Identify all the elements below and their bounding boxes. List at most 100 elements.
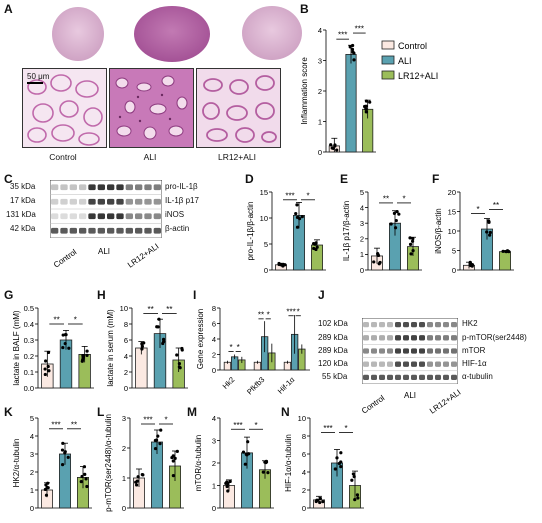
y-axis-label-i: Gene expression (196, 309, 205, 369)
y-axis-label-f: iNOS/β-actin (434, 208, 443, 254)
data-point-n (355, 493, 360, 497)
y-tick-label-n: 4 (302, 468, 306, 477)
blot-c-group-ali: ALI (98, 247, 110, 256)
data-point-l (153, 438, 157, 443)
y-tick-label-l: 3 (122, 414, 126, 423)
data-point-l (159, 428, 163, 432)
blot-band (97, 213, 105, 220)
data-point-k (85, 484, 89, 489)
blot-band (116, 198, 124, 205)
significance-label-i: *** (286, 307, 295, 316)
blot-j-band-3: mTOR (462, 346, 486, 355)
data-point-m (243, 462, 247, 466)
y-tick-label-g: 0.1 (24, 368, 34, 377)
data-point-l (173, 456, 177, 460)
blot-band (116, 227, 124, 234)
significance-label-k: *** (51, 420, 60, 429)
blot-band (144, 227, 152, 234)
data-point-k (63, 450, 67, 454)
blot-c-band-4: β-actin (165, 224, 190, 233)
data-point-k (66, 455, 70, 459)
data-point-h (155, 325, 159, 329)
y-tick-label-i: 4 (212, 335, 216, 344)
data-point-d (279, 263, 283, 267)
data-point-m (228, 479, 232, 484)
data-point-m (241, 450, 246, 454)
blot-c-image (50, 180, 162, 238)
blot-band (135, 213, 143, 220)
data-point-e (411, 249, 415, 253)
data-point-g (63, 341, 67, 346)
data-point-m (263, 460, 267, 464)
y-axis-label-m: mTOR/α-tubulin (194, 435, 203, 492)
blot-c-group-labels: Control ALI LR12+ALI (52, 242, 160, 270)
data-point-l (171, 473, 175, 478)
blot-band (51, 227, 59, 234)
data-point-g (85, 353, 89, 357)
blot-band (69, 184, 77, 191)
y-tick-label-f: 15 (448, 207, 456, 216)
y-tick-label-m: 3 (212, 436, 216, 445)
histology-label-lr12-ali: LR12+ALI (217, 152, 257, 162)
y-tick-label-k: 2 (30, 468, 34, 477)
blot-j-band-4: HIF-1α (462, 359, 487, 368)
legend: Control ALI LR12+ALI (381, 40, 438, 81)
data-point-b (352, 58, 356, 62)
data-point-l (135, 483, 139, 487)
histology-label-control: Control (49, 152, 77, 162)
data-point-l (156, 434, 160, 438)
control-lung-overview (52, 7, 104, 61)
blot-band (427, 335, 433, 341)
significance-label-e: ** (383, 194, 389, 203)
bar-f (499, 251, 511, 271)
blot-band (97, 198, 105, 205)
blot-j-lanes (362, 321, 458, 384)
data-point-g (81, 353, 85, 358)
y-tick-label-g: 0.4 (24, 320, 34, 329)
y-axis-label-d: pro-IL-1β/β-actin (246, 202, 255, 261)
blot-band (60, 198, 68, 205)
data-point-n (315, 498, 319, 502)
data-point-f (505, 249, 510, 253)
data-point-n (333, 467, 337, 471)
significance-label-b: *** (355, 25, 364, 34)
y-axis-label-h: lactate in serum (mM) (106, 309, 115, 387)
data-point-n (318, 496, 322, 501)
significance-label-i: * (267, 310, 270, 319)
data-point-d (295, 203, 299, 207)
y-tick-label-n: 8 (302, 432, 306, 441)
blot-j-mw-1: 102 kDa (318, 319, 348, 328)
blot-band (144, 213, 152, 220)
data-point-b (348, 45, 352, 49)
data-point-d (295, 225, 300, 229)
y-axis-label-n: HIF-1α/α-tubulin (284, 434, 293, 492)
blot-band (88, 213, 96, 220)
data-point-d (300, 215, 304, 219)
data-point-l (170, 455, 174, 460)
y-tick-label-h: 6 (124, 336, 128, 345)
data-point-h (140, 347, 144, 351)
blot-band (125, 213, 133, 220)
data-point-n (335, 456, 339, 460)
blot-band (88, 227, 96, 234)
blot-band (107, 213, 115, 220)
x-tick-label-i: Pfkfb3 (245, 375, 266, 396)
data-point-d (294, 212, 298, 216)
y-tick-label-k: 4 (30, 432, 34, 441)
significance-label-f: * (476, 205, 479, 214)
significance-label-f: ** (493, 201, 499, 210)
blot-band (144, 198, 152, 205)
blot-band (51, 198, 59, 205)
data-point-n (318, 500, 322, 505)
data-point-g (46, 350, 51, 355)
histology-lr12-ali (196, 68, 281, 148)
blot-band (79, 213, 87, 220)
blot-band (403, 348, 409, 354)
blot-band (379, 374, 385, 381)
data-point-d (283, 263, 287, 267)
